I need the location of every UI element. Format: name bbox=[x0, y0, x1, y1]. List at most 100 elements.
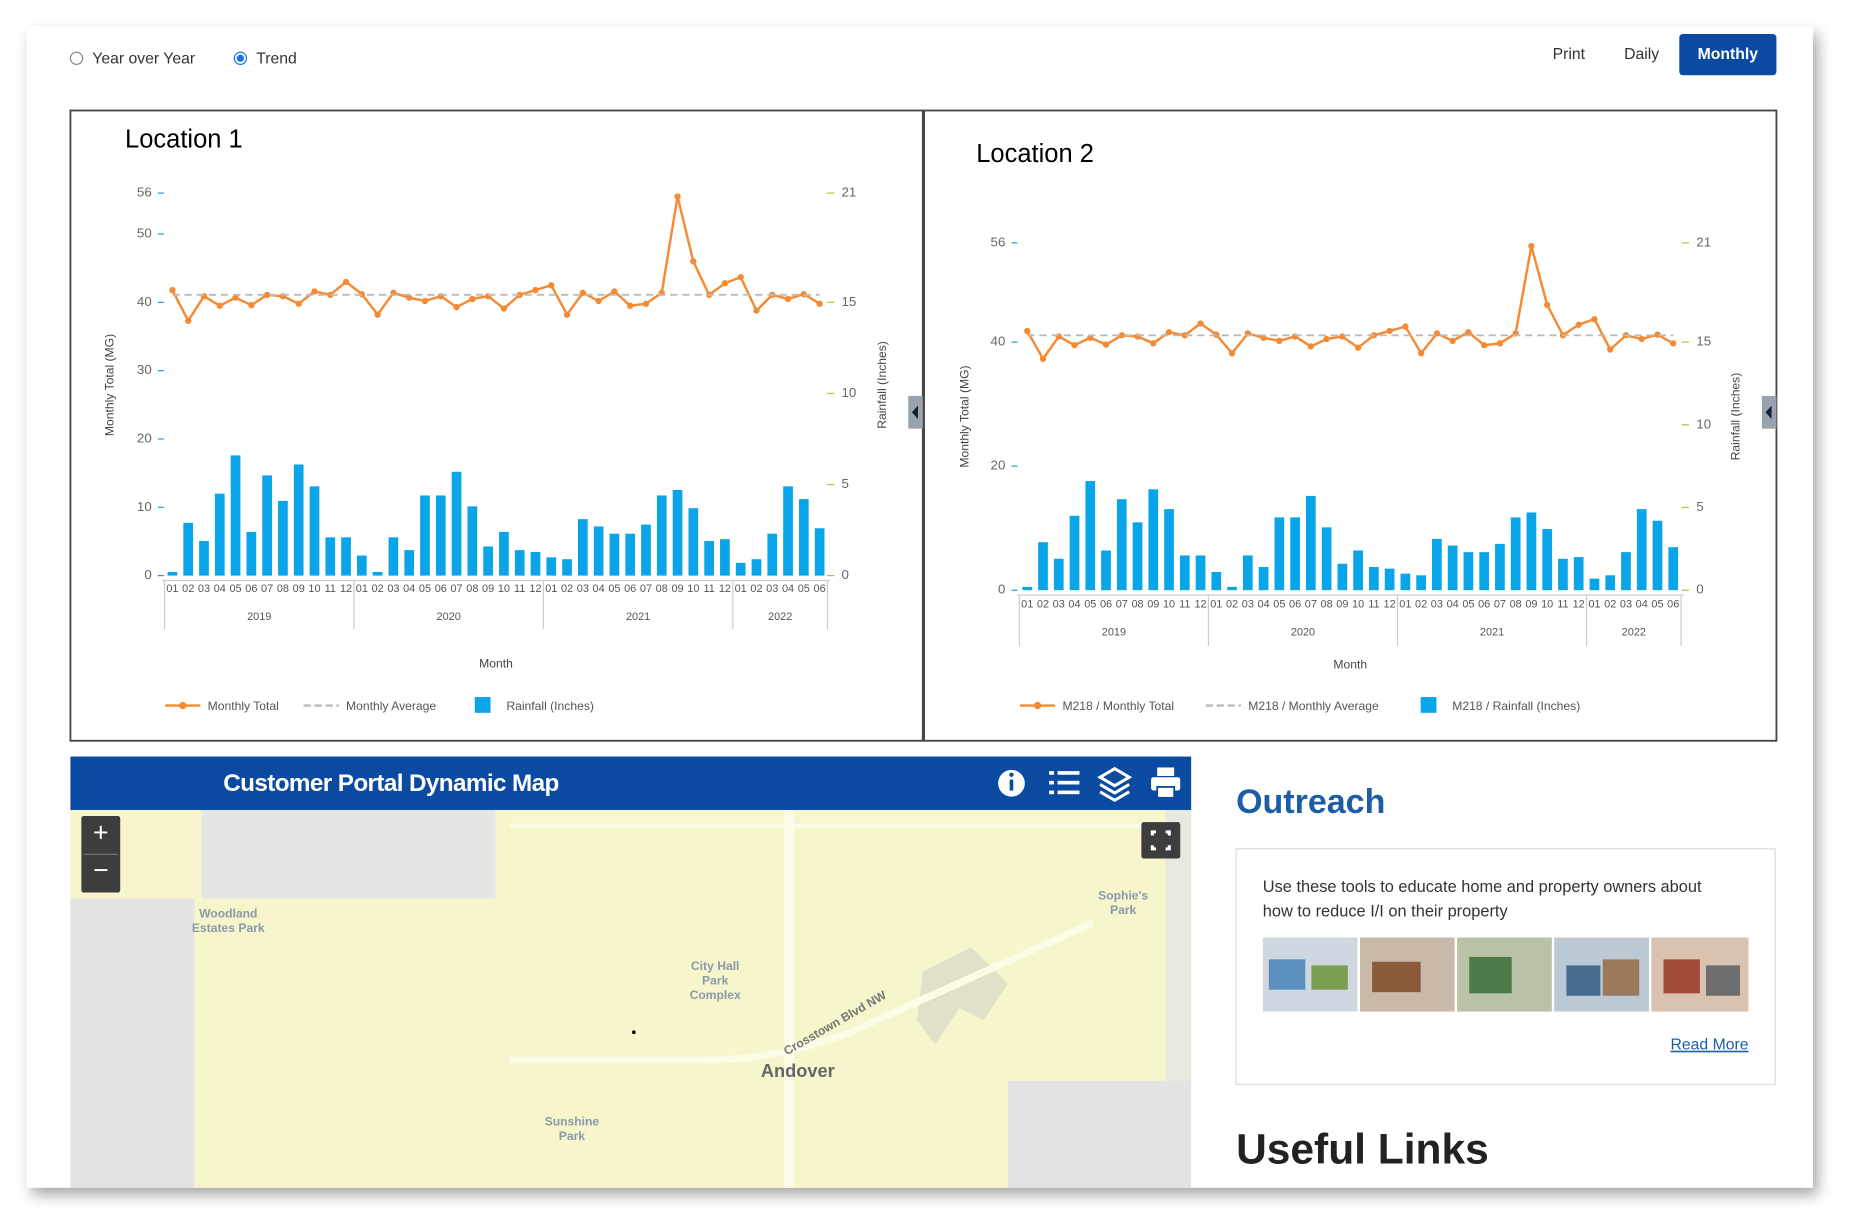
point bbox=[611, 288, 618, 295]
x-tick-label: 05 bbox=[229, 583, 241, 595]
layers-icon[interactable] bbox=[1097, 766, 1133, 803]
bar bbox=[1211, 571, 1222, 591]
button-bg[interactable] bbox=[1679, 34, 1777, 76]
bar bbox=[688, 508, 699, 576]
bar bbox=[656, 495, 667, 576]
bar bbox=[1495, 543, 1505, 591]
point bbox=[1670, 340, 1677, 347]
bar bbox=[341, 537, 351, 576]
point bbox=[1480, 342, 1488, 349]
bar bbox=[1085, 481, 1096, 591]
bar bbox=[514, 550, 525, 576]
y-tick-label: 40 bbox=[991, 334, 1006, 349]
bar bbox=[751, 559, 762, 576]
radio[interactable] bbox=[69, 51, 84, 65]
x-tick-label: 03 bbox=[1431, 599, 1443, 611]
legend-swatch[interactable] bbox=[1420, 697, 1437, 713]
legend-label[interactable]: Rainfall (Inches) bbox=[506, 699, 594, 713]
x-group-label: 2022 bbox=[1622, 627, 1646, 639]
y-axis-title: Monthly Total (MG) bbox=[103, 334, 117, 436]
x-tick-label: 03 bbox=[766, 583, 778, 595]
x-tick-label: 12 bbox=[1194, 599, 1206, 611]
point bbox=[690, 258, 697, 265]
point bbox=[737, 273, 744, 281]
x-tick-label: 04 bbox=[782, 583, 794, 595]
bar bbox=[767, 533, 778, 576]
x-tick-label: 10 bbox=[1352, 599, 1364, 611]
bar bbox=[1416, 575, 1426, 591]
bar bbox=[1668, 547, 1679, 591]
y-tick-label: 56 bbox=[137, 185, 152, 200]
bar bbox=[356, 555, 367, 576]
x-tick-label: 09 bbox=[482, 583, 494, 595]
outreach-text: how to reduce I/I on their property bbox=[1263, 902, 1509, 920]
point bbox=[500, 305, 508, 312]
bar bbox=[1258, 567, 1269, 591]
button[interactable]: Daily bbox=[1624, 46, 1659, 63]
map-point[interactable] bbox=[632, 1030, 636, 1035]
x-tick-label: 09 bbox=[293, 583, 305, 595]
point bbox=[1402, 323, 1409, 330]
y-axis-title: Monthly Total (MG) bbox=[958, 365, 972, 467]
print-icon[interactable] bbox=[1151, 767, 1181, 799]
point bbox=[421, 297, 429, 305]
point bbox=[342, 278, 350, 286]
x-tick-label: 04 bbox=[1636, 599, 1648, 611]
legend-label[interactable]: Monthly Average bbox=[346, 699, 436, 713]
button[interactable]: Print bbox=[1553, 46, 1586, 63]
button[interactable]: Monthly bbox=[1698, 46, 1759, 63]
zoom-out[interactable]: − bbox=[93, 855, 109, 885]
legend-label[interactable]: Monthly Total bbox=[208, 699, 279, 713]
point bbox=[627, 302, 634, 309]
x-axis-title: Month bbox=[1333, 658, 1367, 672]
x-tick-label: 07 bbox=[261, 583, 273, 595]
bar bbox=[1290, 517, 1300, 591]
legend-label[interactable]: M218 / Monthly Total bbox=[1062, 699, 1174, 713]
x-tick-label: 10 bbox=[1541, 599, 1553, 611]
x-tick-label: 07 bbox=[640, 583, 652, 595]
point bbox=[1465, 329, 1472, 336]
section-title: Outreach bbox=[1236, 783, 1385, 821]
point bbox=[1591, 315, 1598, 323]
bar bbox=[1148, 489, 1159, 591]
x-tick-label: 12 bbox=[340, 583, 352, 595]
fullscreen-button[interactable] bbox=[1141, 822, 1181, 859]
bar bbox=[1542, 528, 1553, 591]
x-tick-label: 04 bbox=[403, 583, 415, 595]
outreach-thumbnails[interactable] bbox=[1262, 937, 1749, 1012]
y2-tick-label: 10 bbox=[841, 385, 856, 400]
point bbox=[1528, 242, 1535, 250]
legend-swatch[interactable] bbox=[474, 697, 491, 713]
read-more-link[interactable]: Read More bbox=[1671, 1037, 1749, 1054]
bar bbox=[798, 499, 809, 576]
point bbox=[169, 286, 176, 294]
legend-label[interactable]: M218 / Monthly Average bbox=[1248, 699, 1379, 713]
bar bbox=[735, 562, 746, 576]
y2-tick-label: 0 bbox=[841, 567, 848, 582]
bar bbox=[530, 551, 541, 576]
y-tick-label: 20 bbox=[137, 431, 152, 446]
x-tick-label: 07 bbox=[450, 583, 462, 595]
x-group-label: 2021 bbox=[626, 611, 650, 623]
x-tick-label: 11 bbox=[1557, 599, 1568, 611]
legend-label[interactable]: M218 / Rainfall (Inches) bbox=[1452, 699, 1580, 713]
x-tick-label: 01 bbox=[545, 583, 557, 595]
bar bbox=[435, 495, 446, 576]
y2-tick-label: 5 bbox=[1696, 499, 1703, 514]
bar bbox=[1242, 555, 1253, 591]
outreach-text: Use these tools to educate home and prop… bbox=[1263, 878, 1702, 896]
zoom-in[interactable]: + bbox=[93, 817, 109, 847]
bar bbox=[593, 526, 604, 576]
point bbox=[1039, 355, 1047, 363]
bar bbox=[1195, 555, 1206, 591]
x-tick-label: 02 bbox=[1604, 599, 1616, 611]
y2-tick-label: 0 bbox=[1696, 582, 1703, 597]
point bbox=[784, 295, 792, 303]
collapse-arrow bbox=[1765, 405, 1772, 419]
map-label: Complex bbox=[690, 988, 741, 1002]
map-area bbox=[1007, 1080, 1192, 1188]
list-icon[interactable] bbox=[1049, 771, 1080, 795]
x-tick-label: 06 bbox=[624, 583, 636, 595]
x-tick-label: 03 bbox=[577, 583, 589, 595]
